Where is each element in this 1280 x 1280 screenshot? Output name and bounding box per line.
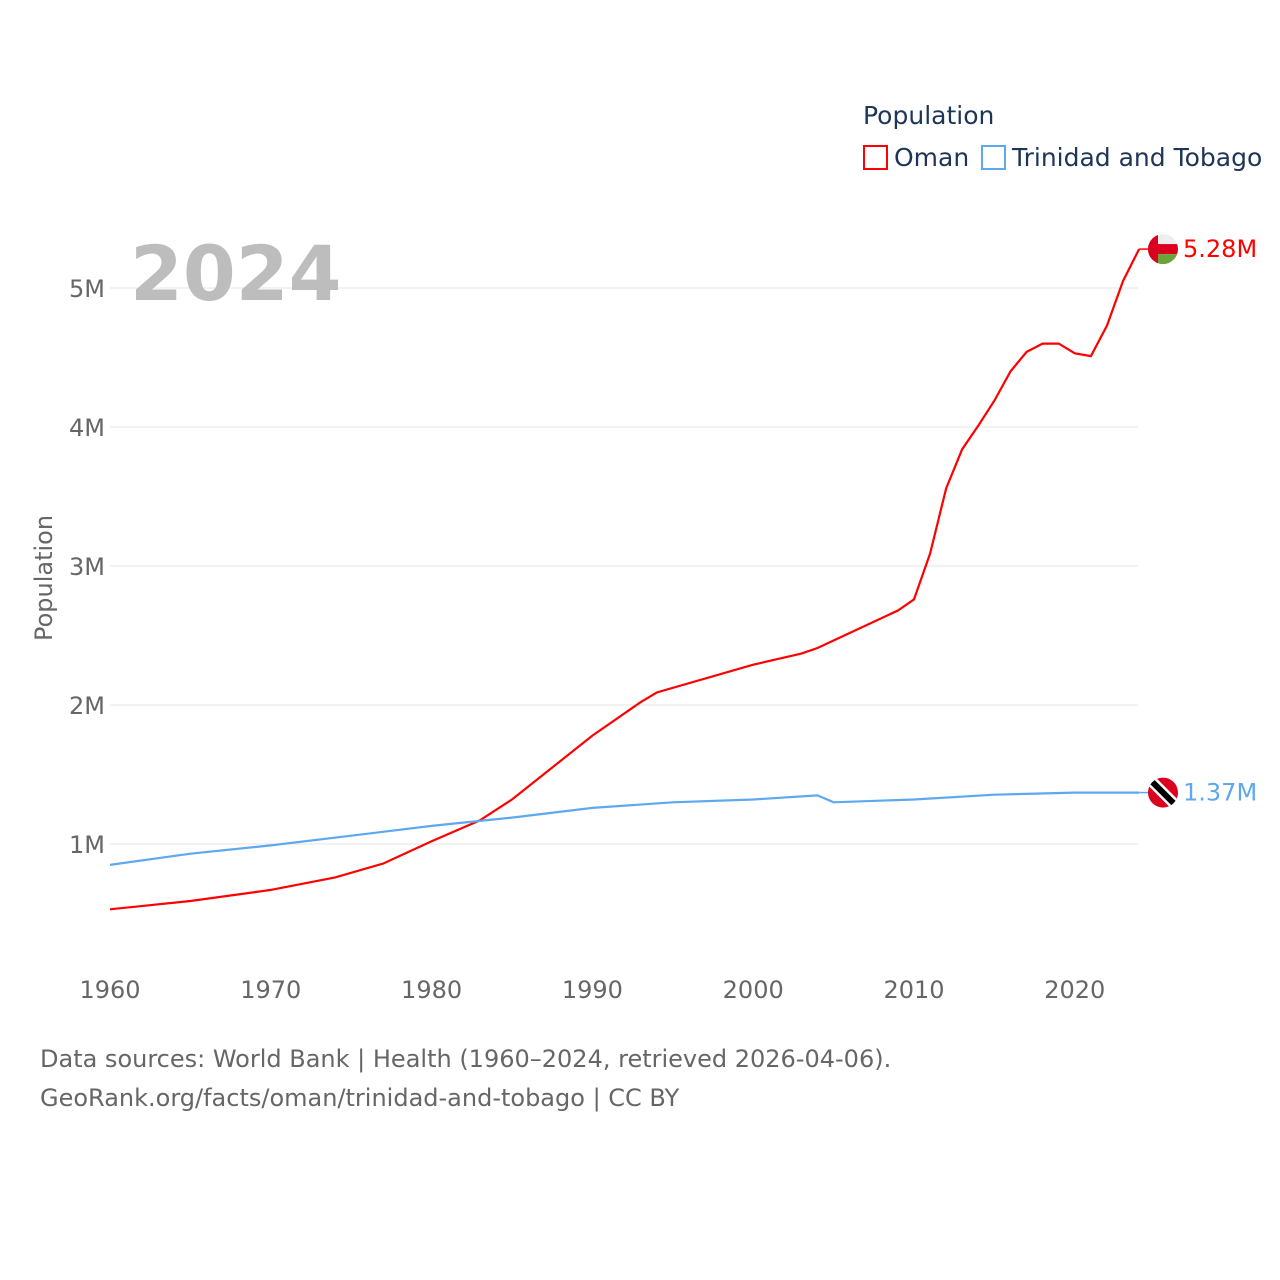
x-tick-label: 1990 [562,976,623,1004]
end-value-label: 1.37M [1183,779,1257,807]
y-tick-label: 4M [69,414,105,442]
x-tick-label: 1960 [79,976,140,1004]
x-tick-label: 2020 [1044,976,1105,1004]
y-tick-label: 5M [69,275,105,303]
x-tick-label: 2000 [723,976,784,1004]
x-tick-label: 1970 [240,976,301,1004]
legend-item-0[interactable]: Oman [894,143,969,172]
y-axis-label: Population [30,515,58,641]
data-source-text: Data sources: World Bank | Health (1960–… [40,1045,892,1073]
legend-swatch[interactable] [981,145,1006,170]
legend-item-1[interactable]: Trinidad and Tobago [1011,143,1262,172]
trinidad-and-tobago-flag-icon [1148,777,1178,808]
legend-swatch[interactable] [863,145,888,170]
year-watermark: 2024 [130,229,342,318]
y-tick-label: 1M [69,831,105,859]
x-tick-label: 2010 [883,976,944,1004]
source-link[interactable]: GeoRank.org/facts/oman/trinidad-and-toba… [40,1084,680,1112]
series-line-oman [109,248,1141,911]
oman-flag-icon [1148,234,1178,265]
x-tick-label: 1980 [401,976,462,1004]
y-tick-label: 2M [69,692,105,720]
end-value-label: 5.28M [1183,235,1257,263]
series-line-trinidad-and-tobago [109,791,1140,866]
y-tick-label: 3M [69,553,105,581]
legend-title: Population [863,101,994,130]
